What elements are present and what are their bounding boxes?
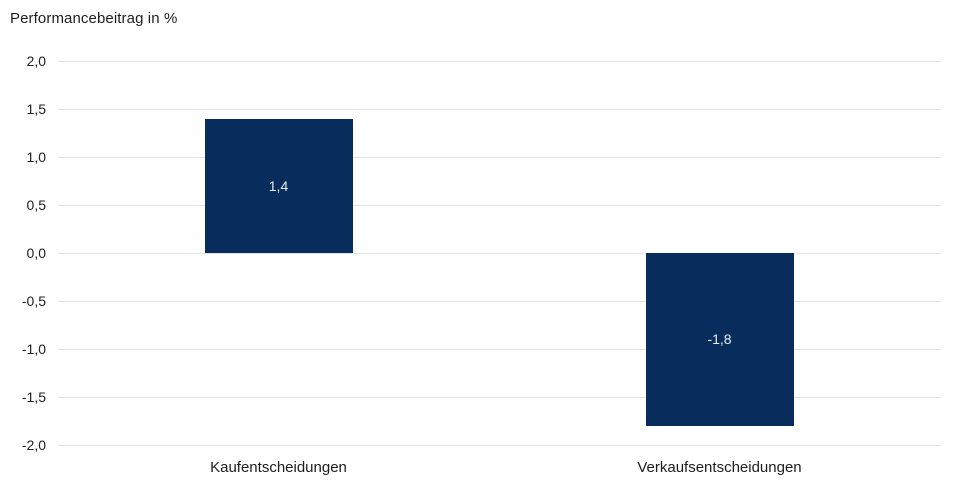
category-label-kaufentscheidungen: Kaufentscheidungen [210,459,347,476]
bar-value-label: 1,4 [268,177,289,194]
gridline-y--1,5 [58,396,940,398]
ytick-label: -1,0 [21,341,46,357]
category-label-verkaufsentscheidungen: Verkaufsentscheidungen [637,459,802,476]
ytick-label: 1,0 [26,149,46,165]
ytick-label: 2,0 [26,53,46,69]
bar-value-label: -1,8 [707,331,732,348]
gridline-y-2,0 [58,60,940,62]
ytick-label: -2,0 [21,437,46,453]
gridline-y--1,0 [58,348,940,350]
ytick-label: -1,5 [21,389,46,405]
bar-verkaufsentscheidungen: -1,8 [645,253,794,426]
gridline-y-1,5 [58,108,940,110]
ytick-label: 0,0 [26,245,46,261]
gridline-y--0,5 [58,300,940,302]
bar-kaufentscheidungen: 1,4 [204,118,353,253]
ytick-label: 1,5 [26,101,46,117]
chart-title: Performancebeitrag in % [10,10,178,27]
gridline-y--2,0 [58,444,940,446]
ytick-label: 0,5 [26,197,46,213]
gridline-y-0,0 [58,252,940,254]
gridline-y-0,5 [58,204,940,206]
gridline-y-1,0 [58,156,940,158]
ytick-label: -0,5 [21,293,46,309]
